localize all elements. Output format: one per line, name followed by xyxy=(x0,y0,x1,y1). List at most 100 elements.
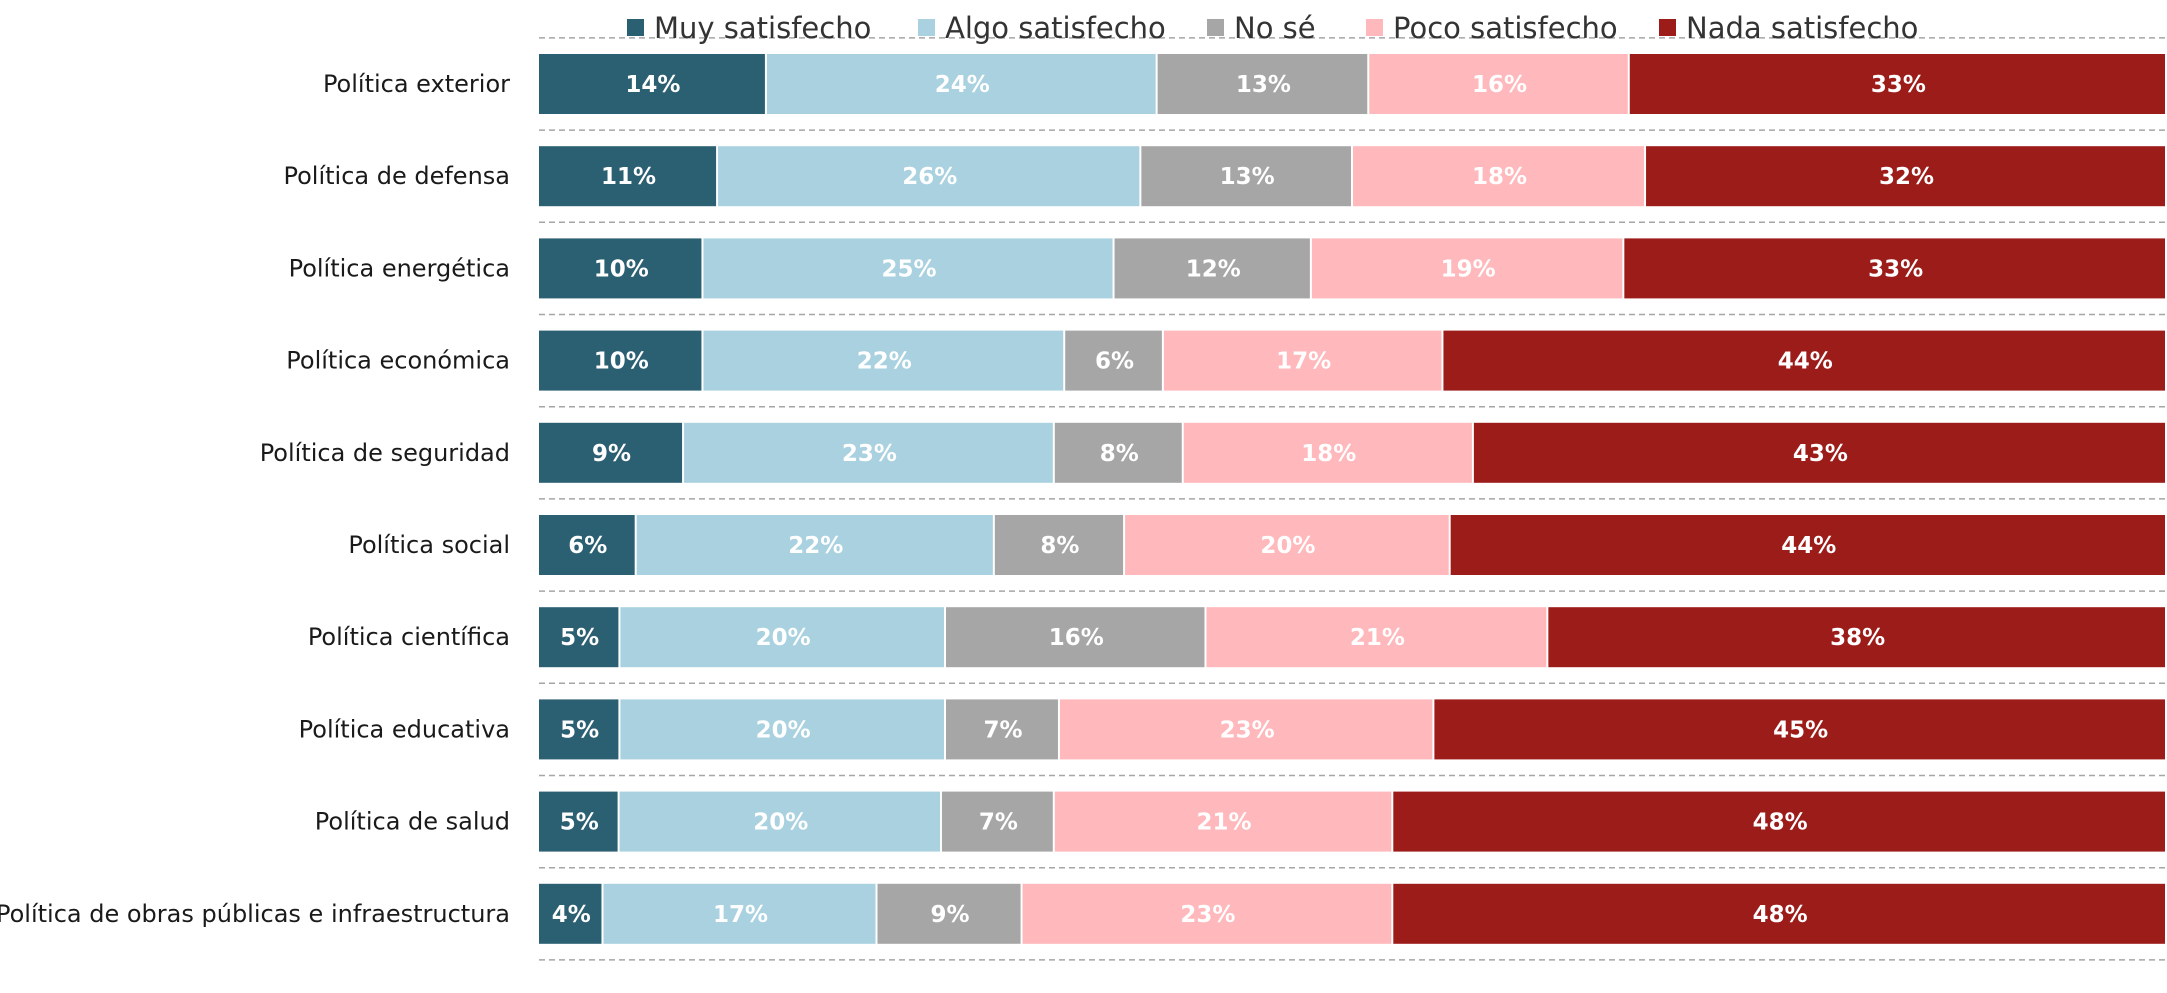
data-label: 21% xyxy=(1197,810,1252,836)
bar-segment xyxy=(1353,146,1645,207)
bar-segment xyxy=(766,54,1156,114)
data-label: 33% xyxy=(1871,72,1926,98)
bar-segment xyxy=(703,238,1113,299)
bar-segment xyxy=(539,238,702,299)
data-label: 7% xyxy=(983,717,1022,743)
bar-segment xyxy=(539,791,618,852)
data-label: 20% xyxy=(1260,533,1315,559)
category-label: Política científica xyxy=(308,623,510,651)
bar-segment xyxy=(703,330,1064,391)
bar-segment xyxy=(1646,146,2165,207)
bar-segment xyxy=(1022,883,1392,944)
data-label: 14% xyxy=(625,72,680,98)
data-label: 9% xyxy=(592,441,631,467)
data-label: 44% xyxy=(1778,349,1833,375)
category-label: Política de defensa xyxy=(283,162,510,190)
data-label: 19% xyxy=(1441,256,1496,282)
category-label: Política de salud xyxy=(315,808,510,836)
data-label: 18% xyxy=(1472,164,1527,190)
data-label: 22% xyxy=(857,349,912,375)
data-label: 32% xyxy=(1879,164,1934,190)
bar-segment xyxy=(1311,238,1623,299)
data-label: 45% xyxy=(1773,717,1828,743)
bar-segment xyxy=(877,883,1021,944)
bar-segment xyxy=(619,791,940,852)
legend-swatch xyxy=(627,19,644,36)
bar-segment xyxy=(603,883,876,944)
bar-segment xyxy=(1393,791,2165,852)
bar-segment xyxy=(994,515,1124,575)
data-label: 13% xyxy=(1236,72,1291,98)
bar-segment xyxy=(1548,607,2165,668)
bar-segment xyxy=(539,54,765,114)
bar-segment xyxy=(539,607,619,668)
bar-segment xyxy=(539,330,702,391)
data-label: 43% xyxy=(1793,441,1848,467)
data-label: 48% xyxy=(1753,902,1808,928)
category-label: Política económica xyxy=(286,347,510,375)
data-label: 17% xyxy=(713,902,768,928)
data-label: 6% xyxy=(1095,349,1134,375)
bar-segment xyxy=(1059,699,1433,760)
bar-segment xyxy=(1163,330,1442,391)
bar-segment xyxy=(1473,422,2165,483)
legend-swatch xyxy=(1207,19,1224,36)
legend-swatch xyxy=(1366,19,1383,36)
data-label: 26% xyxy=(902,164,957,190)
bar-segment xyxy=(620,699,944,760)
data-label: 10% xyxy=(594,349,649,375)
data-label: 23% xyxy=(842,441,897,467)
legend-swatch xyxy=(1659,19,1676,36)
data-label: 16% xyxy=(1472,72,1527,98)
category-label: Política social xyxy=(348,531,510,559)
data-label: 8% xyxy=(1040,533,1079,559)
bar-segment xyxy=(539,146,717,207)
data-label: 12% xyxy=(1186,256,1241,282)
bar-segment xyxy=(1434,699,2165,760)
bar-segment xyxy=(539,883,602,944)
data-label: 8% xyxy=(1100,441,1139,467)
bar-segment xyxy=(684,422,1053,483)
data-label: 11% xyxy=(601,164,656,190)
bar-segment xyxy=(946,699,1058,760)
data-label: 33% xyxy=(1868,256,1923,282)
data-label: 24% xyxy=(935,72,990,98)
data-label: 5% xyxy=(560,717,599,743)
bar-segment xyxy=(1183,422,1472,483)
data-label: 20% xyxy=(756,717,811,743)
data-label: 5% xyxy=(560,810,599,836)
bar-segment xyxy=(539,422,683,483)
data-label: 21% xyxy=(1350,625,1405,651)
data-label: 7% xyxy=(979,810,1018,836)
bar-segment xyxy=(1369,54,1628,114)
data-label: 18% xyxy=(1301,441,1356,467)
bar-segment xyxy=(1443,330,2165,391)
data-label: 38% xyxy=(1830,625,1885,651)
data-label: 6% xyxy=(568,533,607,559)
legend-label: Muy satisfecho xyxy=(654,11,871,45)
bar-segment xyxy=(1206,607,1547,668)
legend-label: Algo satisfecho xyxy=(945,11,1166,45)
bar-segment xyxy=(1157,54,1368,114)
bar-segment xyxy=(946,607,1205,668)
data-label: 25% xyxy=(881,256,936,282)
bar-segment xyxy=(1141,146,1351,207)
bar-segment xyxy=(1065,330,1162,391)
bar-segment xyxy=(539,699,619,760)
data-label: 17% xyxy=(1276,349,1331,375)
bar-segment xyxy=(1125,515,1449,575)
legend-label: No sé xyxy=(1234,11,1316,45)
bar-segment xyxy=(941,791,1053,852)
data-label: 5% xyxy=(560,625,599,651)
data-label: 10% xyxy=(594,256,649,282)
category-label: Política de obras públicas e infraestruc… xyxy=(0,900,510,928)
legend-label: Nada satisfecho xyxy=(1686,11,1918,45)
data-label: 23% xyxy=(1180,902,1235,928)
data-label: 44% xyxy=(1781,533,1836,559)
bar-segment xyxy=(1114,238,1310,299)
data-label: 20% xyxy=(753,810,808,836)
bar-segment xyxy=(636,515,993,575)
bar-segment xyxy=(539,515,635,575)
